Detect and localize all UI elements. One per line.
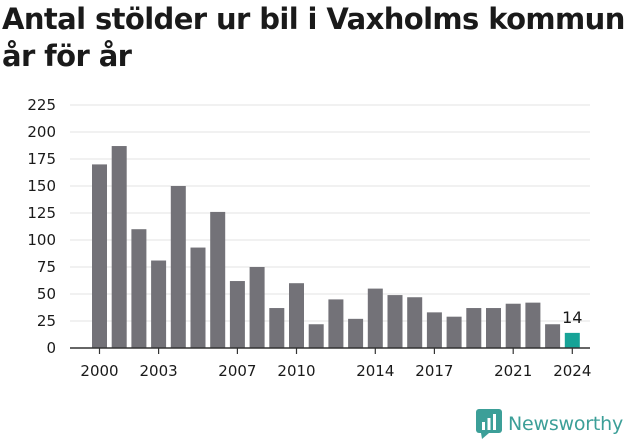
x-tick-label: 2017 <box>415 362 453 380</box>
bar <box>387 295 403 348</box>
bar <box>407 297 423 348</box>
bar <box>210 211 226 348</box>
bar <box>446 316 462 348</box>
y-tick-label: 50 <box>37 285 56 303</box>
bars <box>92 146 580 348</box>
y-tick-label: 75 <box>37 258 56 276</box>
y-axis-labels: 0 25 50 75 100 125 150 175 200 225 <box>27 96 56 357</box>
bar <box>249 267 265 348</box>
bar <box>486 308 501 348</box>
bar <box>426 312 442 348</box>
bar-highlighted <box>564 332 580 348</box>
bar <box>308 324 324 348</box>
bar <box>466 308 482 348</box>
bar <box>151 260 167 348</box>
bar <box>367 288 383 348</box>
bar <box>229 281 245 348</box>
y-tick-label: 125 <box>27 204 56 222</box>
y-tick-label: 100 <box>27 231 56 249</box>
y-tick-label: 225 <box>27 96 56 114</box>
bar <box>170 186 186 348</box>
x-tick-label: 2003 <box>140 362 178 380</box>
chart-title: Antal stölder ur bil i Vaxholms kommun å… <box>2 2 625 73</box>
bar <box>111 146 127 348</box>
x-tick-label: 2010 <box>277 362 315 380</box>
bar <box>348 318 364 348</box>
bar <box>545 324 561 348</box>
x-axis <box>70 347 590 354</box>
bar <box>131 229 147 348</box>
data-labels: 14 <box>562 308 582 327</box>
brand-name: Newsworthy <box>508 413 624 435</box>
bar <box>505 303 521 348</box>
newsworthy-logo-icon <box>476 409 502 439</box>
bar <box>289 283 304 348</box>
newsworthy-brand: Newsworthy <box>476 408 623 440</box>
bar <box>190 247 206 348</box>
y-tick-label: 25 <box>37 312 56 330</box>
y-tick-label: 175 <box>27 150 56 168</box>
x-axis-labels: 2000 2003 2007 2010 2014 2017 2021 2024 <box>80 362 591 380</box>
y-tick-label: 200 <box>27 123 56 141</box>
bar <box>328 299 344 348</box>
data-label-highlighted: 14 <box>562 308 582 327</box>
x-tick-label: 2021 <box>494 362 532 380</box>
x-tick-label: 2024 <box>553 362 591 380</box>
x-tick-label: 2014 <box>356 362 394 380</box>
y-tick-label: 0 <box>46 339 56 357</box>
gridlines <box>70 104 590 322</box>
bar <box>269 308 285 348</box>
x-tick-label: 2007 <box>218 362 256 380</box>
bar <box>92 164 107 348</box>
bar <box>525 302 541 348</box>
y-tick-label: 150 <box>27 177 56 195</box>
x-tick-label: 2000 <box>80 362 118 380</box>
